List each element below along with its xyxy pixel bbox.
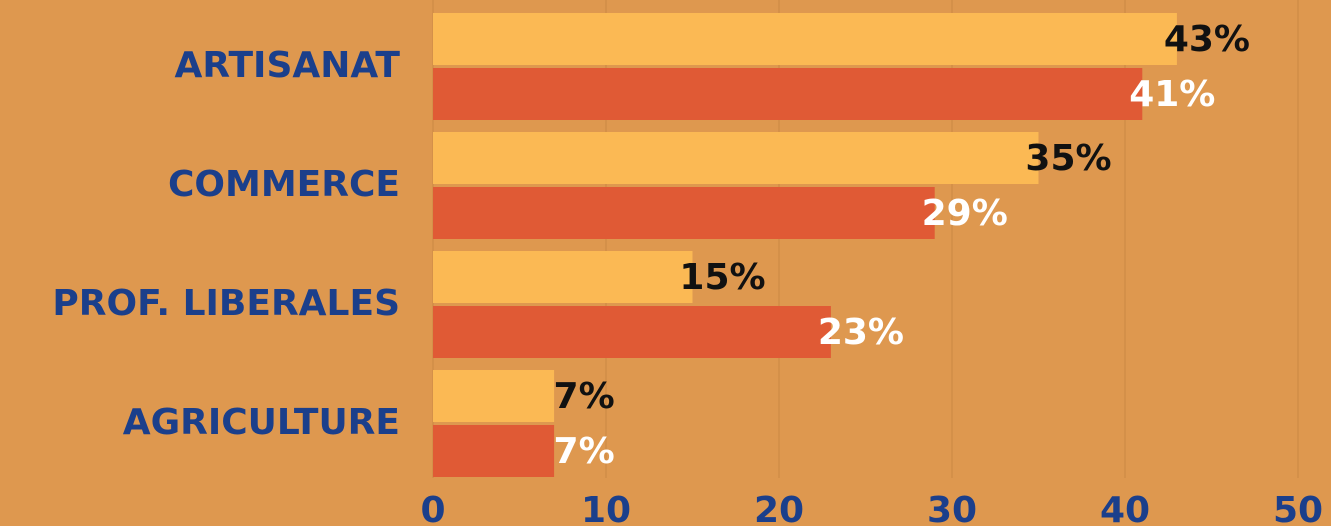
category-label-agriculture: AGRICULTURE [123, 402, 400, 443]
value-label-commerce-series-1: 35% [1025, 138, 1111, 179]
bar-prof-liberales-series-2 [433, 306, 831, 358]
bars [433, 13, 1177, 477]
value-label-artisanat-series-1: 43% [1164, 19, 1250, 60]
bar-agriculture-series-2 [433, 425, 555, 477]
bar-artisanat-series-1 [433, 13, 1177, 65]
value-label-agriculture-series-1: 7% [554, 376, 615, 417]
x-tick-label: 30 [927, 490, 977, 526]
value-label-agriculture-series-2: 7% [554, 431, 615, 472]
category-label-artisanat: ARTISANAT [175, 45, 401, 86]
value-label-artisanat-series-2: 41% [1129, 74, 1215, 115]
x-tick-label: 40 [1100, 490, 1150, 526]
category-label-commerce: COMMERCE [168, 164, 400, 205]
category-label-prof-liberales: PROF. LIBERALES [52, 283, 400, 324]
value-label-prof-liberales-series-1: 15% [679, 257, 765, 298]
x-tick-label: 20 [754, 490, 804, 526]
bar-artisanat-series-2 [433, 68, 1143, 120]
x-tick-label: 50 [1273, 490, 1323, 526]
bar-commerce-series-1 [433, 132, 1039, 184]
value-label-prof-liberales-series-2: 23% [818, 312, 904, 353]
value-labels: 43% 41% 35% 29% 15% 23% 7% 7% [554, 19, 1250, 472]
x-tick-label: 10 [581, 490, 631, 526]
bar-prof-liberales-series-1 [433, 251, 693, 303]
category-labels: ARTISANAT COMMERCE PROF. LIBERALES AGRICULT… [52, 45, 400, 443]
bar-agriculture-series-1 [433, 370, 555, 422]
bar-commerce-series-2 [433, 187, 935, 239]
value-label-commerce-series-2: 29% [922, 193, 1008, 234]
x-axis-ticks: 0 10 20 30 40 50 [420, 490, 1323, 526]
x-tick-label: 0 [420, 490, 445, 526]
